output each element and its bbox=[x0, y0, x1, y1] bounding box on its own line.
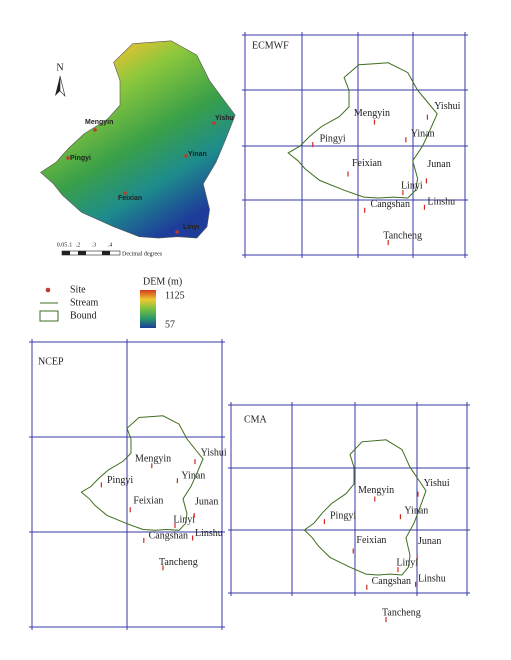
site-label: Cangshan bbox=[371, 199, 410, 210]
north-arrow bbox=[59, 75, 66, 97]
site-label: Linyi bbox=[401, 181, 423, 192]
dem-site-label: Pingyi bbox=[70, 155, 91, 162]
basin-boundary bbox=[303, 439, 427, 576]
site-label: Pingyi bbox=[107, 475, 133, 486]
site-label: Mengyin bbox=[354, 108, 390, 119]
legend-site-symbol bbox=[45, 287, 51, 293]
scale-label: .3 bbox=[92, 242, 97, 248]
dem-max: 1125 bbox=[165, 290, 185, 301]
site-label: Cangshan bbox=[372, 576, 411, 587]
site-label: Junan bbox=[418, 536, 441, 547]
dem-min: 57 bbox=[165, 319, 175, 330]
dem-site bbox=[212, 121, 216, 125]
site-label: Tancheng bbox=[382, 608, 421, 619]
scale-bar-fill bbox=[62, 251, 70, 255]
site-label: Cangshan bbox=[149, 530, 188, 541]
dem-site bbox=[93, 128, 97, 132]
site-label: Feixian bbox=[133, 496, 163, 507]
legend-stream: Stream bbox=[70, 297, 99, 308]
site-label: Yinan bbox=[411, 129, 435, 140]
dem-site-label: Mengyin bbox=[85, 119, 113, 126]
dem-site bbox=[66, 156, 70, 160]
site-label: Linshu bbox=[418, 573, 446, 584]
scale-bar bbox=[61, 250, 121, 256]
basin-boundary bbox=[80, 415, 204, 531]
scale-unit: Decimal degrees bbox=[122, 251, 163, 257]
basin-boundary bbox=[287, 62, 438, 199]
scale-label: 0.05 bbox=[57, 242, 68, 248]
site-label: Yishui bbox=[434, 101, 460, 112]
site-label: Pingyi bbox=[320, 134, 346, 145]
dem-surface bbox=[40, 40, 236, 239]
legend-site: Site bbox=[70, 284, 86, 295]
north-arrow bbox=[55, 76, 60, 96]
panel-title: NCEP bbox=[38, 356, 64, 367]
site-label: Tancheng bbox=[159, 557, 198, 568]
site-label: Linshu bbox=[427, 196, 455, 207]
panel-title: ECMWF bbox=[252, 40, 289, 51]
panel-title: CMA bbox=[244, 414, 268, 425]
dem-title: DEM (m) bbox=[143, 276, 182, 287]
site-label: Feixian bbox=[352, 158, 382, 169]
scale-bar-fill bbox=[78, 251, 86, 255]
dem-site bbox=[123, 191, 127, 195]
legend-bound: Bound bbox=[70, 310, 97, 321]
dem-site-label: Linyi bbox=[183, 224, 199, 231]
dem-site-label: Feixian bbox=[118, 195, 142, 202]
site-label: Yinan bbox=[404, 506, 428, 517]
north-label: N bbox=[56, 62, 63, 73]
dem-colorbar bbox=[140, 290, 156, 328]
site-label: Yishui bbox=[424, 478, 450, 489]
scale-label: .2 bbox=[76, 242, 81, 248]
site-label: Pingyi bbox=[330, 511, 356, 522]
site-label: Tancheng bbox=[383, 231, 422, 242]
site-label: Mengyin bbox=[358, 485, 394, 496]
site-label: Mengyin bbox=[135, 453, 171, 464]
site-label: Yishui bbox=[201, 447, 227, 458]
site-label: Linyi bbox=[396, 558, 418, 569]
dem-site bbox=[184, 154, 188, 158]
site-label: Yinan bbox=[181, 471, 205, 482]
site-label: Junan bbox=[427, 159, 450, 170]
dem-site-label: Yishu bbox=[215, 115, 234, 122]
dem-site-label: Yinan bbox=[188, 151, 207, 158]
site-label: Feixian bbox=[356, 535, 386, 546]
site-label: Linshu bbox=[195, 528, 223, 539]
site-label: Linyi bbox=[173, 515, 195, 526]
scale-bar-fill bbox=[102, 251, 110, 255]
legend-bound-symbol bbox=[39, 310, 59, 322]
dem-site bbox=[175, 230, 179, 234]
site-label: Junan bbox=[195, 496, 218, 507]
scale-label: .4 bbox=[108, 242, 113, 248]
scale-label: .1 bbox=[68, 242, 73, 248]
